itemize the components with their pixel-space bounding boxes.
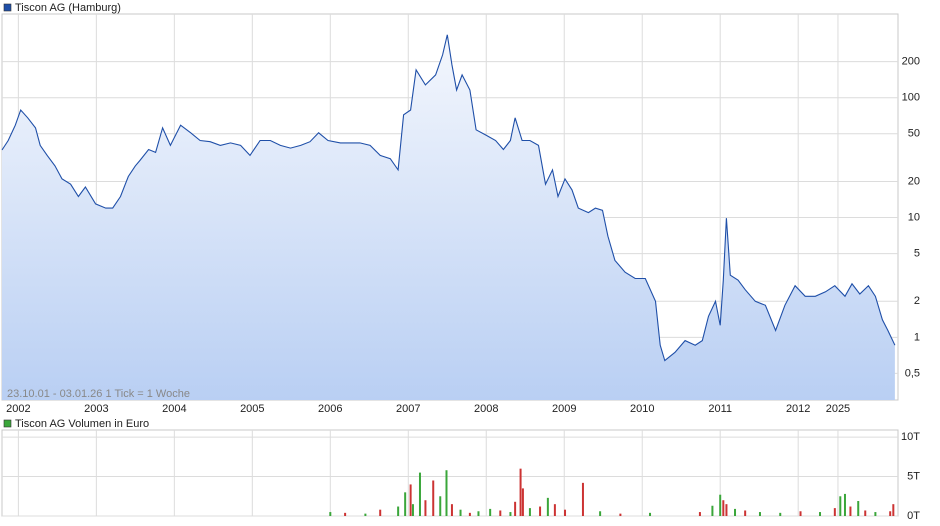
volume-bar — [514, 501, 517, 516]
volume-bar — [649, 512, 652, 516]
volume-bar — [521, 488, 524, 516]
x-tick-label: 2002 — [6, 403, 30, 415]
volume-bar — [849, 506, 852, 516]
y-tick-label: 2 — [914, 295, 920, 307]
x-tick-label: 2010 — [630, 403, 654, 415]
x-tick-label: 2005 — [240, 403, 264, 415]
volume-bar — [719, 494, 722, 516]
volume-bar — [499, 510, 502, 516]
volume-bar — [833, 508, 836, 516]
y-tick-label: 20 — [908, 175, 920, 187]
y-tick-label: 0,5 — [905, 367, 920, 379]
volume-bar — [581, 482, 584, 516]
volume-bar — [411, 504, 414, 516]
y-tick-label: 0T — [907, 510, 920, 522]
volume-bar — [874, 512, 877, 516]
volume-bar — [468, 512, 471, 516]
volume-bar — [432, 480, 435, 516]
volume-bar — [539, 506, 542, 516]
x-tick-label: 2003 — [84, 403, 108, 415]
volume-bar — [489, 508, 492, 516]
volume-bar — [528, 508, 531, 516]
x-tick-label: 2012 — [786, 403, 810, 415]
plot-area — [1, 429, 899, 517]
volume-bar — [439, 496, 442, 516]
volume-bar — [477, 511, 480, 516]
legend-swatch — [3, 419, 12, 428]
legend-label: Tiscon AG (Hamburg) — [15, 2, 121, 14]
volume-bar — [424, 500, 427, 516]
x-tick-label: 2011 — [708, 403, 732, 415]
y-tick-label: 10T — [901, 431, 920, 443]
x-tick-label: 2007 — [396, 403, 420, 415]
y-tick-label: 100 — [902, 92, 920, 104]
price-line — [1, 34, 896, 362]
volume-bar — [892, 504, 895, 516]
volume-bar — [418, 472, 421, 516]
volume-bar — [722, 500, 725, 516]
y-tick-label: 1 — [914, 331, 920, 343]
x-tick-label: 2006 — [318, 403, 342, 415]
volume-bar — [758, 512, 761, 516]
y-tick-label: 5T — [907, 470, 920, 482]
legend-swatch — [3, 3, 12, 12]
x-tick-label: 2004 — [162, 403, 186, 415]
volume-bar — [397, 506, 400, 516]
y-tick-label: 200 — [902, 56, 920, 68]
volume-bar — [864, 510, 867, 516]
volume-bar — [409, 484, 412, 516]
volume-bar — [546, 497, 549, 516]
volume-bar — [725, 504, 728, 516]
volume-bar — [459, 509, 462, 516]
volume-bar — [404, 492, 407, 516]
volume-bar — [519, 468, 522, 516]
volume-bar — [619, 513, 622, 516]
y-tick-label: 10 — [908, 211, 920, 223]
volume-bar — [450, 504, 453, 516]
volume-bar — [843, 493, 846, 516]
volume-bar — [364, 513, 367, 516]
volume-bar — [698, 512, 701, 516]
volume-bar — [711, 505, 714, 516]
volume-bar — [819, 512, 822, 516]
volume-bar — [564, 509, 567, 516]
volume-bar — [329, 512, 332, 516]
volume-bar — [744, 510, 747, 516]
volume-bar — [799, 511, 802, 516]
y-tick-label: 5 — [914, 248, 920, 260]
volume-bar — [599, 511, 602, 516]
x-tick-label: 2025 — [826, 403, 850, 415]
volume-bar — [734, 508, 737, 516]
y-tick-label: 50 — [908, 128, 920, 140]
legend-label: Tiscon AG Volumen in Euro — [15, 418, 149, 430]
volume-bar — [857, 501, 860, 516]
volume-bar — [509, 512, 512, 516]
volume-bar — [839, 496, 842, 516]
volume-bar — [445, 470, 448, 516]
volume-bar — [889, 511, 892, 516]
volume-bar — [779, 512, 782, 516]
volume-bar — [344, 512, 347, 516]
area-fill — [2, 34, 895, 401]
x-tick-label: 2009 — [552, 403, 576, 415]
range-note: 23.10.01 - 03.01.26 1 Tick = 1 Woche — [7, 388, 190, 400]
x-tick-label: 2008 — [474, 403, 498, 415]
volume-bar — [379, 509, 382, 516]
volume-bar — [553, 504, 556, 516]
